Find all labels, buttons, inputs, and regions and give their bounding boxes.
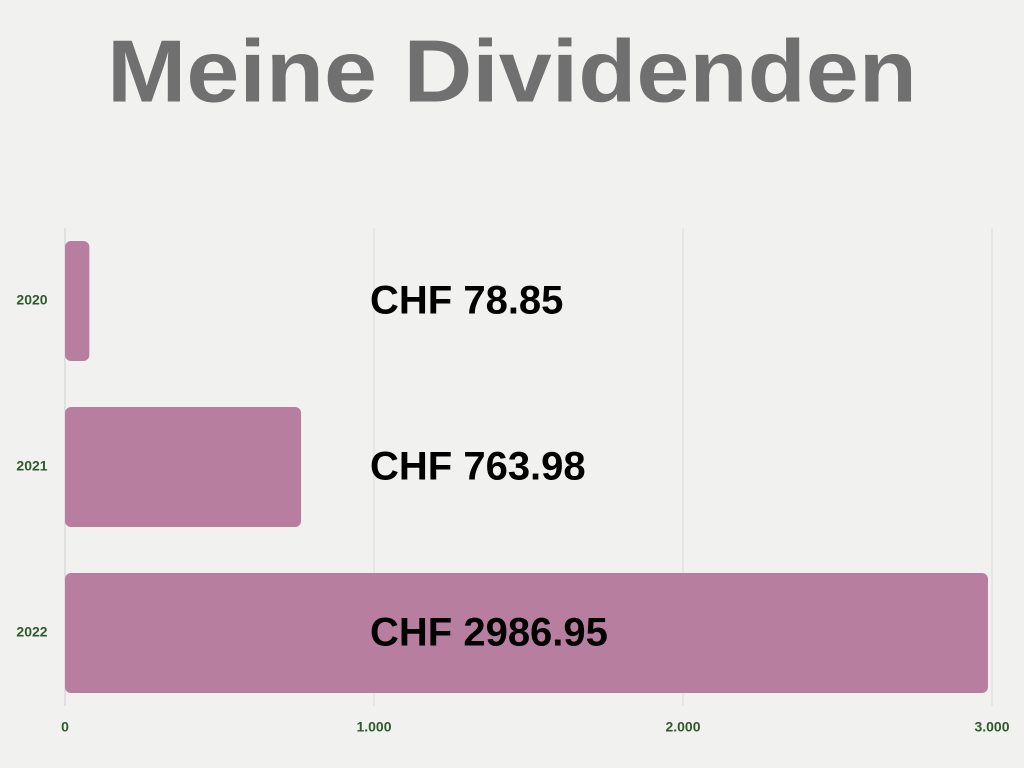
bar (65, 241, 90, 361)
y-tick-label: 2020 (16, 292, 47, 308)
value-label: CHF 763.98 (370, 445, 586, 489)
x-tick-label: 3.000 (974, 719, 1009, 735)
chart-title: Meine Dividenden (107, 21, 917, 120)
value-label: CHF 78.85 (370, 279, 563, 323)
y-tick-label: 2022 (16, 624, 47, 640)
y-tick-label: 2021 (16, 458, 47, 474)
bar (65, 407, 302, 527)
value-label: CHF 2986.95 (370, 611, 608, 655)
x-tick-label: 1.000 (356, 719, 391, 735)
x-tick-label: 2.000 (665, 719, 700, 735)
x-tick-label: 0 (61, 719, 69, 735)
bar (65, 573, 988, 693)
